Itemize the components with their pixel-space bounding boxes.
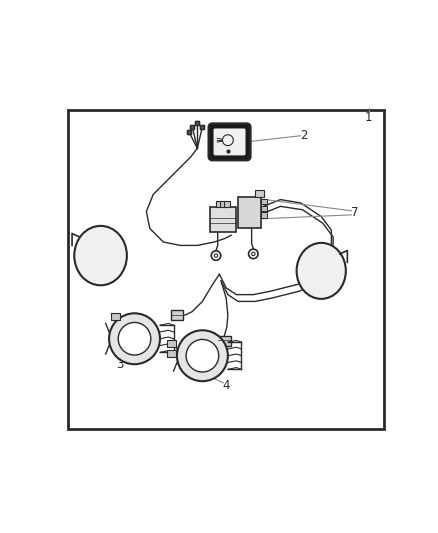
Circle shape [109, 313, 160, 364]
FancyBboxPatch shape [214, 128, 246, 155]
Circle shape [177, 330, 228, 381]
Text: 2: 2 [300, 128, 308, 142]
Bar [261, 213, 267, 217]
Circle shape [214, 254, 218, 257]
Circle shape [211, 251, 221, 260]
Ellipse shape [297, 243, 346, 299]
Circle shape [186, 340, 219, 372]
Bar [215, 201, 222, 207]
Bar [261, 199, 267, 204]
Bar [261, 206, 267, 211]
Bar [167, 340, 176, 347]
Text: 5: 5 [89, 230, 96, 244]
FancyBboxPatch shape [219, 336, 230, 346]
Bar [220, 201, 226, 207]
FancyBboxPatch shape [208, 123, 251, 160]
Text: 7: 7 [351, 206, 359, 219]
FancyBboxPatch shape [238, 197, 261, 229]
Text: 6: 6 [328, 284, 336, 297]
Circle shape [118, 322, 151, 355]
Bar [255, 190, 264, 197]
FancyBboxPatch shape [210, 207, 236, 232]
FancyBboxPatch shape [171, 310, 183, 320]
Circle shape [249, 249, 258, 259]
Bar [167, 350, 176, 358]
Text: 3: 3 [116, 358, 124, 372]
Circle shape [251, 252, 255, 256]
Text: 4: 4 [223, 379, 230, 392]
Bar [224, 201, 230, 207]
Text: 1: 1 [365, 111, 372, 124]
Ellipse shape [74, 226, 127, 285]
Bar [111, 313, 120, 320]
